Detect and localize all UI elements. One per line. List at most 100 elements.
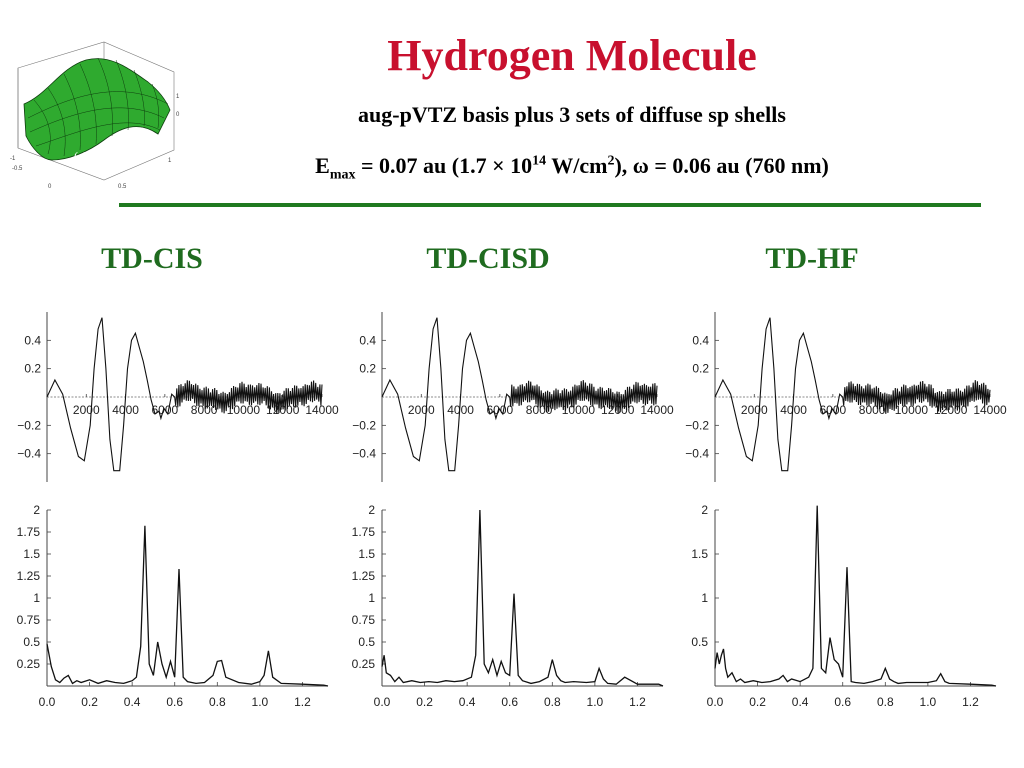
- x-tick-label: 1.0: [920, 695, 937, 709]
- dipole-curve: [46, 317, 323, 472]
- x-tick-label: 10000: [895, 403, 929, 417]
- column-title-td-cis: TD-CIS: [101, 242, 203, 275]
- field-parameters: Emax = 0.07 au (1.7 × 1014 W/cm2), ω = 0…: [0, 153, 1024, 183]
- x-tick-label: 1.2: [629, 695, 646, 709]
- y-tick-label: −0.4: [685, 447, 709, 461]
- y-tick-label: −0.2: [685, 418, 709, 432]
- x-tick-label: 0.2: [749, 695, 766, 709]
- y-tick-label: 1.5: [358, 547, 375, 561]
- column-title-td-hf: TD-HF: [765, 242, 859, 275]
- x-tick-label: 1.2: [962, 695, 979, 709]
- y-tick-label: 0.75: [352, 613, 376, 627]
- x-tick-label: 1.0: [587, 695, 604, 709]
- x-tick-label: 14000: [973, 403, 1007, 417]
- svg-text:1: 1: [176, 94, 180, 100]
- basis-subtitle: aug-pVTZ basis plus 3 sets of diffuse sp…: [358, 102, 786, 127]
- y-tick-label: 1.5: [691, 547, 708, 561]
- x-tick-label: 0.0: [707, 695, 724, 709]
- y-tick-label: 0.75: [17, 613, 41, 627]
- y-tick-label: 1.75: [352, 525, 376, 539]
- params-e-subscript: max: [329, 167, 356, 183]
- thumbnail-label: (a): [74, 149, 87, 163]
- x-tick-label: 1.2: [294, 695, 311, 709]
- y-tick-label: 0.5: [691, 635, 708, 649]
- spectrum-plot-td-cis: 0.25 0.5 0.75 1 1.25 1.5 1.75 2 0.0 0.2 0.4 0.6 0.8 1…: [17, 503, 329, 709]
- y-tick-label: 1: [33, 591, 40, 605]
- x-tick-label: 14000: [305, 403, 339, 417]
- x-tick-label: 0.2: [81, 695, 98, 709]
- x-tick-label: 0.0: [39, 695, 56, 709]
- x-tick-label: 4000: [447, 403, 474, 417]
- x-tick-label: 2000: [741, 403, 768, 417]
- svg-text:0: 0: [48, 184, 52, 190]
- dipole-curve: [714, 317, 991, 472]
- y-tick-label: 0.4: [692, 333, 709, 347]
- x-tick-label: 2000: [73, 403, 100, 417]
- params-exponent-2: 2: [607, 153, 615, 169]
- page-title: Hydrogen Molecule: [387, 31, 757, 80]
- y-tick-label: −0.4: [352, 447, 376, 461]
- y-tick-label: 1.75: [17, 525, 41, 539]
- dipole-curve: [381, 317, 658, 472]
- x-tick-label: 0.6: [834, 695, 851, 709]
- x-tick-label: 4000: [780, 403, 807, 417]
- x-tick-label: 14000: [640, 403, 674, 417]
- y-tick-label: 1.25: [352, 569, 376, 583]
- spectrum-curve: [381, 509, 664, 687]
- y-tick-label: 2: [33, 503, 40, 517]
- y-tick-label: 0.4: [24, 333, 41, 347]
- x-tick-label: 8000: [191, 403, 218, 417]
- y-tick-label: 0.2: [359, 362, 376, 376]
- svg-text:1: 1: [168, 158, 172, 164]
- svg-text:0: 0: [176, 112, 180, 118]
- y-tick-label: −0.2: [352, 418, 376, 432]
- y-tick-label: 2: [368, 503, 375, 517]
- x-tick-label: 0.0: [374, 695, 391, 709]
- spectrum-curve: [714, 505, 997, 687]
- x-tick-label: 0.4: [459, 695, 476, 709]
- x-tick-label: 4000: [112, 403, 139, 417]
- y-tick-label: 0.25: [352, 657, 376, 671]
- y-tick-label: 0.2: [24, 362, 41, 376]
- spectrum-plot-td-hf: 0.5 1 1.5 2 0.0 0.2 0.4 0.6 0.8 1.0 1.2: [691, 503, 997, 709]
- y-tick-label: 0.25: [17, 657, 41, 671]
- y-tick-label: 0.2: [692, 362, 709, 376]
- column-title-td-cisd: TD-CISD: [426, 242, 550, 275]
- svg-text:0.5: 0.5: [118, 184, 127, 190]
- x-tick-label: 0.4: [124, 695, 141, 709]
- spectrum-plot-td-cisd: 0.25 0.5 0.75 1 1.25 1.5 1.75 2 0.0 0.2 0.4 0.6 0.8 1…: [352, 503, 664, 709]
- y-tick-label: 0.4: [359, 333, 376, 347]
- y-tick-label: 0.5: [358, 635, 375, 649]
- x-tick-label: 0.8: [209, 695, 226, 709]
- y-tick-label: 1: [701, 591, 708, 605]
- params-text-2: W/cm: [546, 153, 608, 178]
- svg-text:-0.5: -0.5: [12, 166, 23, 172]
- params-text-1: = 0.07 au (1.7 × 10: [355, 153, 533, 178]
- y-tick-label: −0.2: [17, 418, 41, 432]
- x-tick-label: 1.0: [252, 695, 269, 709]
- x-tick-label: 0.6: [166, 695, 183, 709]
- params-e-symbol: E: [315, 153, 330, 178]
- svg-text:-1: -1: [10, 156, 16, 162]
- x-tick-label: 0.6: [501, 695, 518, 709]
- y-tick-label: 0.5: [23, 635, 40, 649]
- y-tick-label: −0.4: [17, 447, 41, 461]
- x-tick-label: 0.4: [792, 695, 809, 709]
- params-exponent: 14: [532, 153, 547, 169]
- x-tick-label: 10000: [562, 403, 596, 417]
- y-tick-label: 1.5: [23, 547, 40, 561]
- header-divider: [119, 203, 981, 207]
- spectrum-curve: [46, 525, 329, 687]
- x-tick-label: 0.8: [877, 695, 894, 709]
- x-tick-label: 2000: [408, 403, 435, 417]
- x-tick-label: 0.8: [544, 695, 561, 709]
- params-text-3: ), ω = 0.06 au (760 nm): [614, 153, 829, 178]
- y-tick-label: 1: [368, 591, 375, 605]
- surface-plot-thumbnail: -1 -0.5 0 0.5 1 1 0 (a): [10, 41, 180, 190]
- y-tick-label: 1.25: [17, 569, 41, 583]
- x-tick-label: 10000: [227, 403, 261, 417]
- y-tick-label: 2: [701, 503, 708, 517]
